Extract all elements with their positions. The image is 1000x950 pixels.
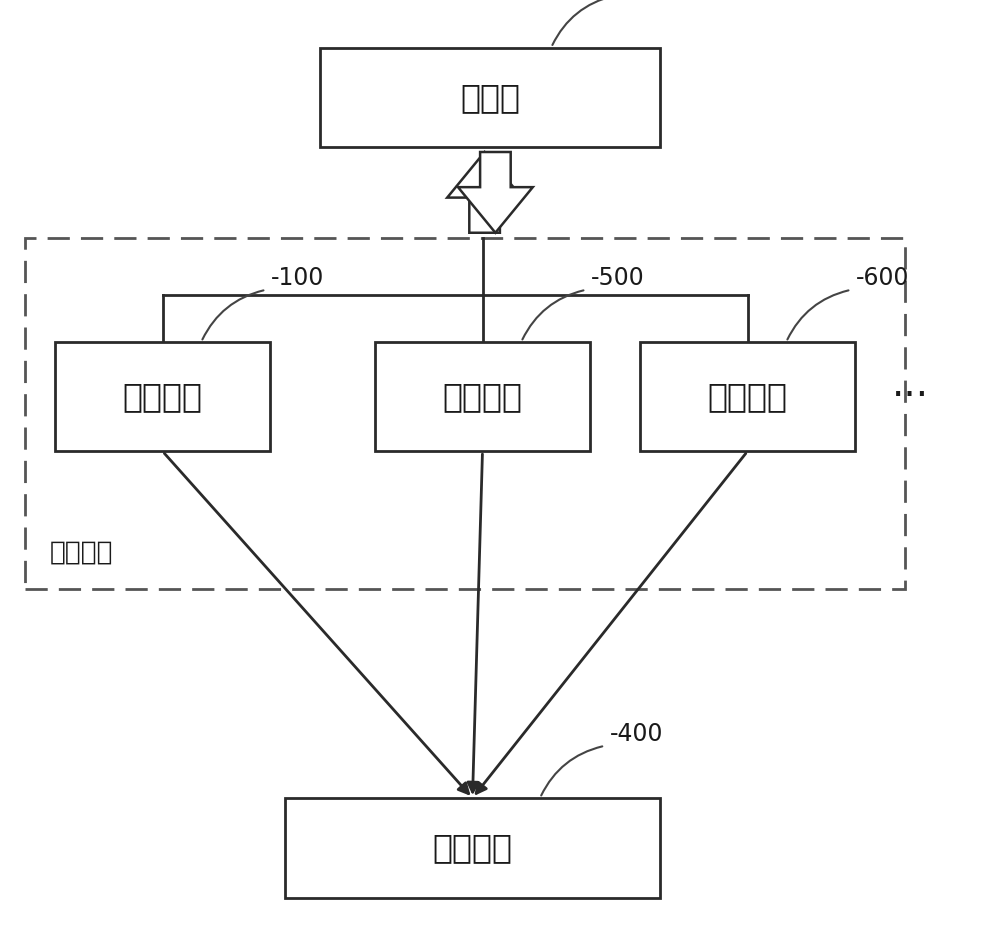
Bar xyxy=(25,238,905,589)
Bar xyxy=(640,342,855,451)
Text: -100: -100 xyxy=(271,266,325,290)
Text: 客户端: 客户端 xyxy=(460,81,520,114)
Text: -500: -500 xyxy=(591,266,645,290)
Bar xyxy=(375,342,590,451)
Bar xyxy=(320,48,660,147)
Text: 主机节点: 主机节点 xyxy=(122,380,202,413)
Text: 存储设备: 存储设备 xyxy=(432,831,512,864)
Text: -400: -400 xyxy=(610,722,664,746)
Text: 主机节点: 主机节点 xyxy=(708,380,788,413)
Text: ···: ··· xyxy=(892,377,929,415)
Bar xyxy=(55,342,270,451)
Polygon shape xyxy=(447,152,522,233)
Text: 主机集群: 主机集群 xyxy=(50,540,114,565)
Text: -600: -600 xyxy=(856,266,910,290)
Text: 主机节点: 主机节点 xyxy=(442,380,522,413)
Bar xyxy=(285,798,660,898)
Polygon shape xyxy=(458,152,533,233)
